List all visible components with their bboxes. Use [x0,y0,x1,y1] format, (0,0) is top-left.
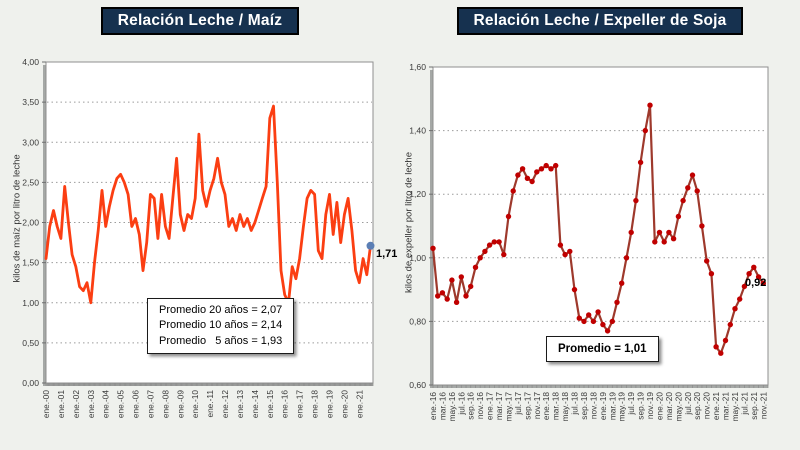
svg-text:ene.-16: ene.-16 [428,392,438,421]
svg-text:0,80: 0,80 [409,316,426,326]
svg-text:nov.-17: nov.-17 [532,392,542,419]
svg-text:ene.-07: ene.-07 [145,390,155,419]
milk-corn-y-axis-title: kilos de maíz por litro de leche [11,154,23,283]
svg-text:ene.-20: ene.-20 [654,392,664,421]
svg-text:ene.-14: ene.-14 [250,390,260,419]
svg-text:sep.-21: sep.-21 [749,392,759,420]
svg-text:ene.-18: ene.-18 [310,390,320,419]
milk-soy-chart-title: Relación Leche / Expeller de Soja [456,7,744,35]
svg-text:1,40: 1,40 [409,126,426,136]
svg-text:1,20: 1,20 [409,189,426,199]
svg-text:ene.-18: ene.-18 [541,392,551,421]
svg-text:4,00: 4,00 [22,57,39,67]
svg-text:3,50: 3,50 [22,97,39,107]
svg-text:jul.-21: jul.-21 [739,392,749,416]
svg-text:jul.-19: jul.-19 [626,392,636,416]
svg-text:ene.-06: ene.-06 [131,390,141,419]
svg-text:1,50: 1,50 [22,258,39,268]
svg-text:ene.-19: ene.-19 [324,390,334,419]
svg-text:sep.-17: sep.-17 [522,392,532,420]
svg-text:ene.-13: ene.-13 [235,390,245,419]
milk-corn-chart-panel: Relación Leche / Maíz 0,00 0,50 1,00 1,50 2,… [0,7,400,419]
svg-text:sep.-19: sep.-19 [636,392,646,420]
svg-text:mar.-21: mar.-21 [721,392,731,421]
svg-text:may.-18: may.-18 [560,392,570,422]
svg-text:ene.-12: ene.-12 [220,390,230,419]
svg-text:nov.-21: nov.-21 [758,392,768,419]
milk-corn-chart-title: Relación Leche / Maíz [100,7,300,35]
svg-text:1,60: 1,60 [409,62,426,72]
svg-text:1,00: 1,00 [409,253,426,263]
svg-text:ene.-10: ene.-10 [190,390,200,419]
svg-text:may.-17: may.-17 [503,392,513,422]
svg-text:jul.-17: jul.-17 [513,392,523,416]
svg-text:ene.-04: ene.-04 [101,390,111,419]
svg-text:0,60: 0,60 [409,380,426,390]
milk-corn-title-row: Relación Leche / Maíz [0,7,400,35]
svg-text:sep.-16: sep.-16 [466,392,476,420]
milk-soy-last-value-label: 0,92 [745,277,767,289]
average-20y-text: Promedio 20 años = 2,07 [159,304,283,316]
svg-text:sep.-20: sep.-20 [692,392,702,420]
svg-text:0,00: 0,00 [22,378,39,388]
svg-text:ene.-09: ene.-09 [175,390,185,419]
svg-text:ene.-00: ene.-00 [41,390,51,419]
svg-text:ene.-02: ene.-02 [71,390,81,419]
svg-text:ene.-17: ene.-17 [485,392,495,421]
svg-text:nov.-16: nov.-16 [475,392,485,419]
svg-text:may.-19: may.-19 [617,392,627,422]
svg-text:mar.-16: mar.-16 [437,392,447,421]
svg-text:mar.-18: mar.-18 [551,392,561,421]
svg-text:may.-20: may.-20 [673,392,683,422]
svg-text:nov.-20: nov.-20 [702,392,712,419]
svg-text:3,00: 3,00 [22,137,39,147]
svg-text:ene.-05: ene.-05 [116,390,126,419]
svg-text:ene.-16: ene.-16 [280,390,290,419]
svg-text:jul.-18: jul.-18 [570,392,580,416]
svg-text:ene.-20: ene.-20 [339,390,349,419]
svg-text:nov.-19: nov.-19 [645,392,655,419]
svg-text:2,00: 2,00 [22,218,39,228]
average-5y-text: Promedio 5 años = 1,93 [159,334,283,347]
svg-text:ene.-21: ene.-21 [711,392,721,421]
svg-text:ene.-21: ene.-21 [354,390,364,419]
svg-text:ene.-17: ene.-17 [295,390,305,419]
svg-text:ene.-15: ene.-15 [265,390,275,419]
milk-soy-chart-panel: Relación Leche / Expeller de Soja 0,60 0,… [400,0,800,450]
svg-text:1,00: 1,00 [22,298,39,308]
svg-text:jul.-16: jul.-16 [456,392,466,416]
svg-text:jul.-20: jul.-20 [683,392,693,416]
svg-text:mar.-19: mar.-19 [607,392,617,421]
average-10y-text: Promedio 10 años = 2,14 [159,319,283,332]
svg-text:may.-21: may.-21 [730,392,740,422]
milk-soy-title-row: Relación Leche / Expeller de Soja [400,7,800,35]
svg-text:nov.-18: nov.-18 [588,392,598,419]
milk-corn-last-value-label: 1,71 [376,248,398,260]
svg-text:ene.-11: ene.-11 [205,390,215,418]
svg-text:mar.-20: mar.-20 [664,392,674,421]
svg-text:2,50: 2,50 [22,177,39,187]
svg-text:ene.-03: ene.-03 [86,390,96,419]
milk-corn-average-box: Promedio 20 años = 2,07 Promedio 10 años… [147,298,295,355]
svg-text:ene.-01: ene.-01 [56,390,66,419]
svg-text:sep.-18: sep.-18 [579,392,589,420]
svg-text:0,50: 0,50 [22,338,39,348]
svg-text:may.-16: may.-16 [447,392,457,422]
svg-text:mar.-17: mar.-17 [494,392,504,421]
svg-text:ene.-08: ene.-08 [160,390,170,419]
milk-soy-y-axis-title: kilos de expeller por litro de leche [403,152,415,293]
svg-text:ene.-19: ene.-19 [598,392,608,421]
milk-corn-plot-area: 0,00 0,50 1,00 1,50 2,00 2,50 3,00 3,50 4,00 ene.… [22,57,375,419]
milk-soy-average-box: Promedio = 1,01 [546,336,659,363]
